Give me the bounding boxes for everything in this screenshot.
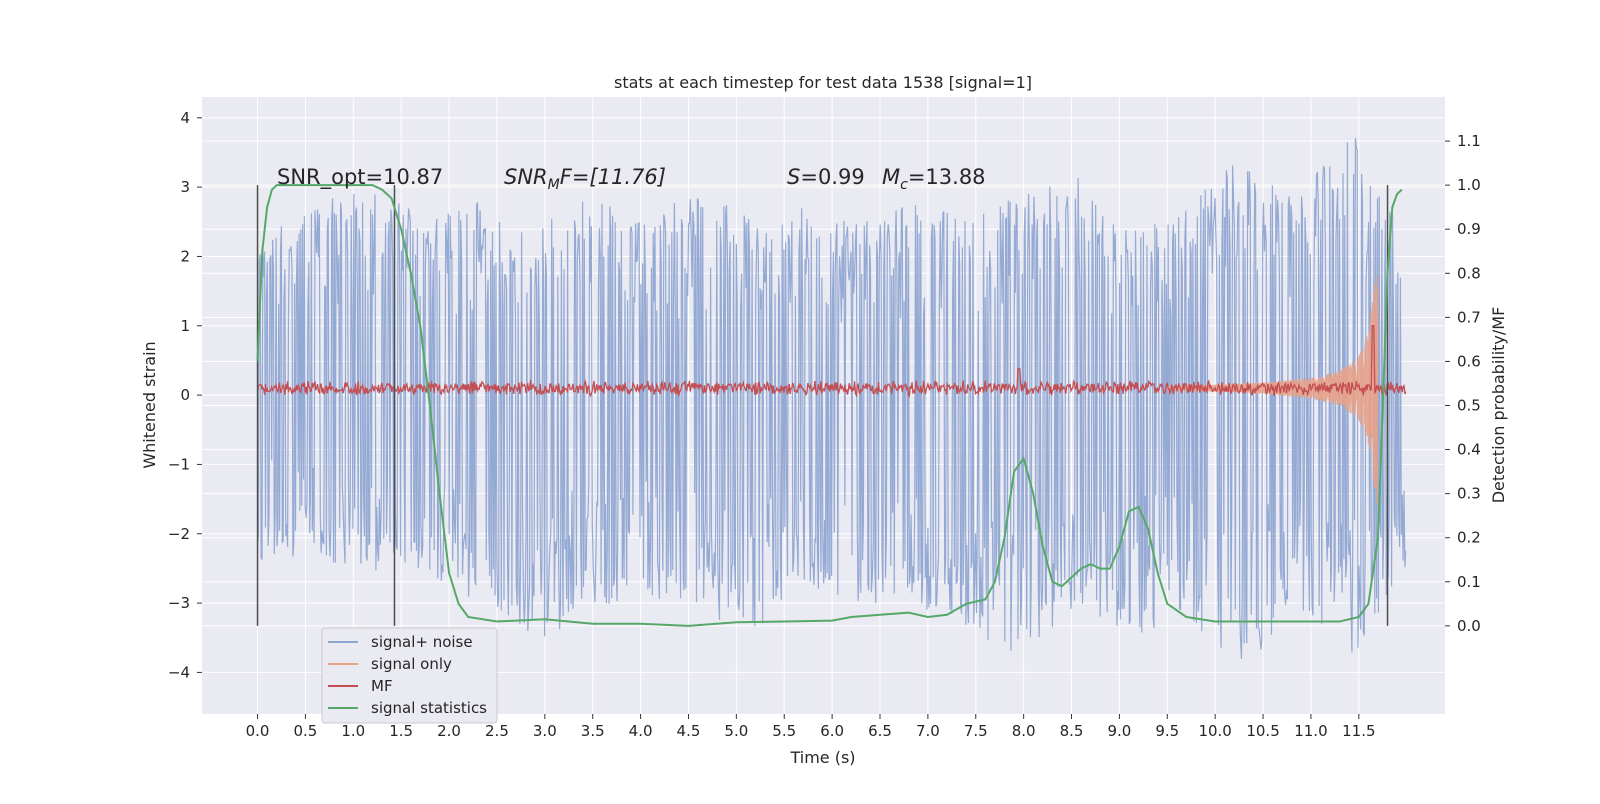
chart-title: stats at each timestep for test data 153… xyxy=(614,73,1032,92)
x-tick-label: 1.0 xyxy=(341,722,365,740)
signal-statistics-series xyxy=(256,184,1403,627)
annotation-snr-opt: SNR_opt=10.87 xyxy=(277,165,443,190)
y-right-tick-label: 0.2 xyxy=(1457,529,1481,547)
x-tick-label: 4.0 xyxy=(629,722,653,740)
vertical-markers xyxy=(256,185,1389,626)
annotation-s: S=0.99 xyxy=(787,165,865,189)
mf-series xyxy=(256,325,1407,398)
y-right-tick-label: 1.0 xyxy=(1457,176,1481,194)
y-right-tick-label: 0.7 xyxy=(1457,308,1481,326)
y-right-tick-label: 0.8 xyxy=(1457,264,1481,282)
x-tick-label: 1.5 xyxy=(389,722,413,740)
y-left-tick-label: 3 xyxy=(180,178,190,196)
y-right-tick-label: 0.4 xyxy=(1457,441,1481,459)
y-left-tick-label: 1 xyxy=(180,317,190,335)
y-axis-right-label: Detection probability/MF xyxy=(1489,307,1508,504)
x-tick-label: 7.5 xyxy=(964,722,988,740)
series-line-signal-noise xyxy=(256,137,1407,659)
x-tick-label: 10.5 xyxy=(1246,722,1279,740)
x-tick-label: 6.5 xyxy=(868,722,892,740)
x-tick-label: 8.0 xyxy=(1012,722,1036,740)
x-tick-label: 10.0 xyxy=(1198,722,1231,740)
annotation-snr-mf: SNRMF=[11.76] xyxy=(504,165,666,193)
signal-noise-series xyxy=(256,137,1407,659)
y-right-tick-label: 0.5 xyxy=(1457,397,1481,415)
y-left-tick-label: −3 xyxy=(168,594,190,612)
y-axis-right-ticks: 1.1 1.0 0.9 0.8 0.7 0.6 0.5 0.4 0.3 0.2 0.1 0.0 xyxy=(1445,132,1481,635)
x-tick-label: 5.0 xyxy=(724,722,748,740)
x-tick-label: 2.0 xyxy=(437,722,461,740)
y-left-tick-label: −1 xyxy=(168,455,190,473)
y-left-tick-label: 2 xyxy=(180,247,190,265)
x-tick-label: 11.0 xyxy=(1294,722,1327,740)
legend: signal+ noise signal only MF signal stat… xyxy=(321,627,498,724)
x-tick-label: 3.5 xyxy=(581,722,605,740)
series-line-signal-only xyxy=(1166,275,1379,506)
x-tick-label: 0.0 xyxy=(246,722,270,740)
y-axis-left-ticks: 4 3 2 1 0 −1 −2 −3 −4 xyxy=(168,109,202,681)
x-axis-label: Time (s) xyxy=(789,748,855,767)
x-tick-label: 11.5 xyxy=(1342,722,1375,740)
y-right-tick-label: 0.9 xyxy=(1457,220,1481,238)
x-tick-label: 5.5 xyxy=(772,722,796,740)
y-left-tick-label: 0 xyxy=(180,386,190,404)
x-tick-label: 2.5 xyxy=(485,722,509,740)
y-left-tick-label: 4 xyxy=(180,109,190,127)
x-tick-label: 9.5 xyxy=(1155,722,1179,740)
y-left-tick-label: −4 xyxy=(168,663,190,681)
legend-label-signal-statistics: signal statistics xyxy=(371,699,487,717)
legend-label-signal-only: signal only xyxy=(371,655,452,673)
x-tick-label: 4.5 xyxy=(677,722,701,740)
series-line-mf xyxy=(256,325,1407,398)
legend-label-mf: MF xyxy=(371,677,393,695)
x-tick-label: 8.5 xyxy=(1060,722,1084,740)
y-axis-left-label: Whitened strain xyxy=(140,341,159,468)
y-right-tick-label: 0.1 xyxy=(1457,573,1481,591)
y-left-tick-label: −2 xyxy=(168,525,190,543)
x-tick-label: 0.5 xyxy=(293,722,317,740)
y-right-tick-label: 0.0 xyxy=(1457,617,1481,635)
series-line-signal-statistics xyxy=(256,184,1403,627)
annotation-mc: Mc=13.88 xyxy=(882,165,986,193)
y-right-tick-label: 0.3 xyxy=(1457,485,1481,503)
legend-label-signal-noise: signal+ noise xyxy=(371,633,473,651)
legend-box xyxy=(321,627,498,724)
x-tick-label: 7.0 xyxy=(916,722,940,740)
y-right-tick-label: 1.1 xyxy=(1457,132,1481,150)
x-tick-label: 6.0 xyxy=(820,722,844,740)
x-tick-label: 3.0 xyxy=(533,722,557,740)
x-axis-ticks: 0.0 0.5 1.0 1.5 2.0 2.5 3.0 3.5 4.0 4.5 5.0 5.5 6.0 6… xyxy=(246,714,1376,740)
signal-only-series xyxy=(1166,275,1379,506)
y-right-tick-label: 0.6 xyxy=(1457,352,1481,370)
x-tick-label: 9.0 xyxy=(1107,722,1131,740)
